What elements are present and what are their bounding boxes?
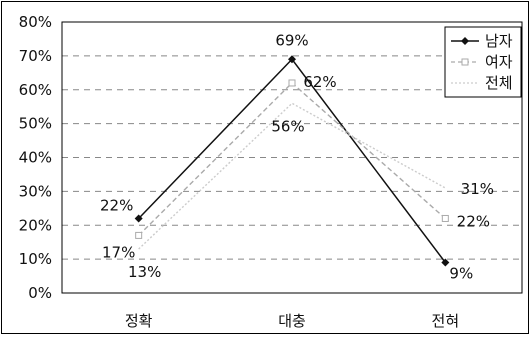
data-label: 9% (449, 265, 473, 283)
legend-label: 전체 (485, 74, 513, 92)
plot-area-border (61, 21, 523, 294)
legend-box (444, 26, 522, 98)
data-point (135, 231, 143, 239)
data-label: 17% (102, 243, 135, 261)
data-label: 62% (303, 73, 336, 91)
data-label: 31% (461, 180, 494, 198)
y-tick-label: 0% (28, 284, 52, 302)
data-label: 56% (271, 117, 304, 135)
legend-label: 여자 (485, 53, 513, 71)
y-tick-label: 10% (19, 250, 52, 268)
legend-marker (461, 58, 469, 66)
data-label: 22% (100, 196, 133, 214)
y-tick-label: 60% (19, 81, 52, 99)
x-tick-label: 정확 (125, 312, 153, 330)
legend-label: 남자 (485, 32, 513, 50)
legend-marker (461, 37, 469, 45)
y-tick-label: 80% (19, 13, 52, 31)
series-line-2 (138, 102, 446, 250)
y-tick-label: 30% (19, 182, 52, 200)
series-line-1 (138, 82, 446, 236)
x-tick-label: 대충 (278, 312, 306, 330)
x-tick-label: 전혀 (432, 312, 460, 330)
y-tick-label: 40% (19, 149, 52, 167)
data-point (288, 55, 296, 64)
data-point (441, 258, 450, 267)
data-label: 13% (128, 263, 161, 281)
axes: 0% 10% 20% 30% 40% 50% 60% 70% 80% 정확 대충 전혀 (19, 13, 523, 330)
y-tick-label: 20% (19, 216, 52, 234)
y-tick-label: 50% (19, 115, 52, 133)
y-tick-label: 70% (19, 47, 52, 65)
series-lines (134, 55, 450, 267)
data-point (134, 214, 143, 223)
data-label: 69% (275, 31, 308, 49)
data-point (288, 79, 296, 87)
data-labels: 22% 69% 9% 17% 62% 22% 13% 56% 31% (100, 31, 494, 282)
data-point (441, 214, 449, 222)
data-label: 22% (457, 212, 490, 230)
